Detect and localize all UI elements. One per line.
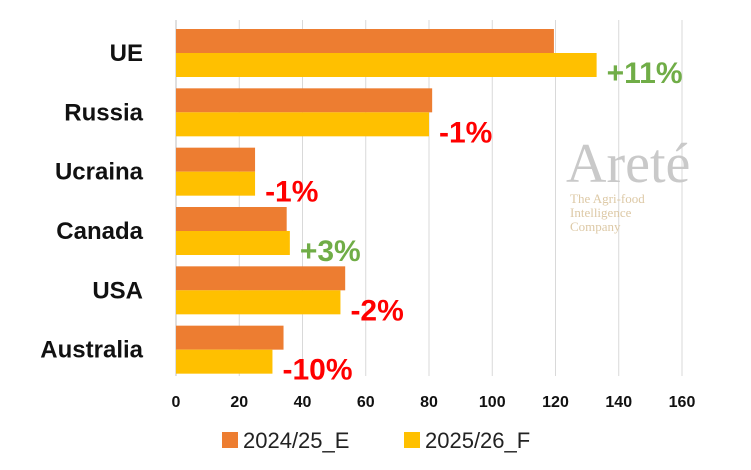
gridlines xyxy=(175,20,683,376)
change-labels: +11% -1% -1% +3% -2% -10% xyxy=(265,57,682,387)
bar-ue-series-0 xyxy=(176,29,554,53)
x-tick-label: 100 xyxy=(479,394,506,411)
bar-ue-series-1 xyxy=(176,53,597,77)
watermark-name: Areté xyxy=(566,133,690,195)
bar-russia-series-1 xyxy=(176,112,429,137)
watermark-tagline-3: Company xyxy=(570,219,621,234)
watermark-tagline-1: The Agri-food xyxy=(570,191,645,206)
bar-usa-series-0 xyxy=(176,266,346,291)
legend-label-2025-26: 2025/26_F xyxy=(425,428,530,453)
bars xyxy=(176,29,597,374)
bar-russia-series-0 xyxy=(176,88,433,113)
x-tick-label: 160 xyxy=(669,394,696,411)
legend: 2024/25_E 2025/26_F xyxy=(222,428,530,453)
legend-swatch-2025-26 xyxy=(404,432,420,448)
x-tick-label: 40 xyxy=(294,394,312,411)
category-label-russia: Russia xyxy=(64,99,143,126)
category-label-ue: UE xyxy=(110,40,143,67)
category-labels: UE Russia Ucraina Canada USA Australia xyxy=(40,40,143,364)
bar-canada-series-0 xyxy=(176,207,287,231)
x-tick-label: 120 xyxy=(542,394,569,411)
x-tick-label: 140 xyxy=(605,394,632,411)
category-label-usa: USA xyxy=(92,277,143,304)
change-label-canada: +3% xyxy=(300,235,361,268)
category-label-canada: Canada xyxy=(56,218,143,245)
bar-ucraina-series-0 xyxy=(176,147,256,172)
bar-ucraina-series-1 xyxy=(176,171,256,196)
x-axis-ticks: 0 20 40 60 80 100 120 140 160 xyxy=(172,394,696,411)
bar-canada-series-1 xyxy=(176,231,290,255)
bar-australia-series-1 xyxy=(176,349,273,374)
watermark-tagline-2: Intelligence xyxy=(570,205,632,220)
legend-label-2024-25: 2024/25_E xyxy=(243,428,349,453)
x-tick-label: 80 xyxy=(420,394,438,411)
change-label-australia: -10% xyxy=(282,354,352,387)
x-tick-label: 0 xyxy=(172,394,181,411)
change-label-ue: +11% xyxy=(607,57,683,90)
x-tick-label: 20 xyxy=(230,394,248,411)
change-label-russia: -1% xyxy=(439,116,492,149)
category-label-australia: Australia xyxy=(40,337,143,364)
category-label-ucraina: Ucraina xyxy=(55,159,144,186)
legend-swatch-2024-25 xyxy=(222,432,238,448)
arete-watermark-logo: Areté The Agri-food Intelligence Company xyxy=(566,133,690,234)
bar-usa-series-1 xyxy=(176,290,341,315)
bar-australia-series-0 xyxy=(176,325,284,350)
x-tick-label: 60 xyxy=(357,394,375,411)
change-label-ucraina: -1% xyxy=(265,176,318,209)
change-label-usa: -2% xyxy=(350,294,403,327)
